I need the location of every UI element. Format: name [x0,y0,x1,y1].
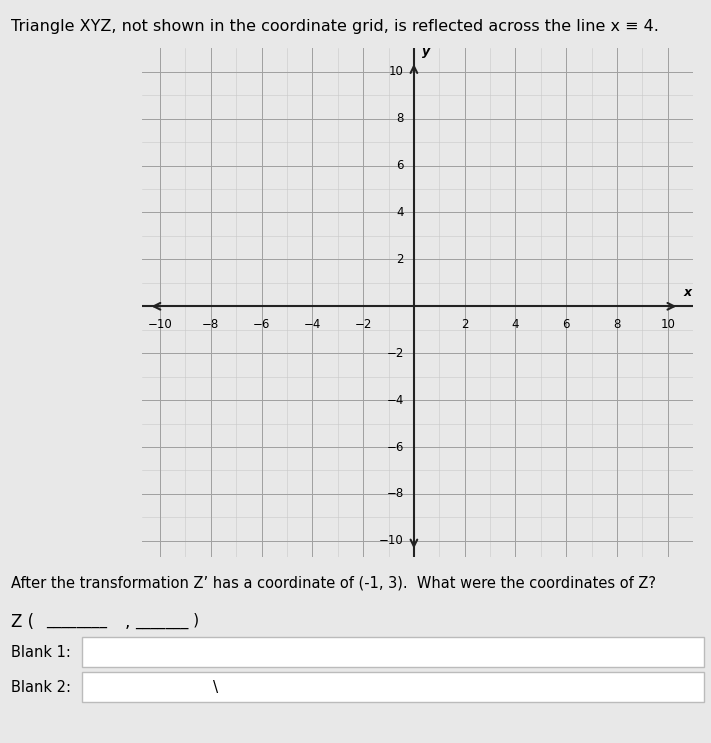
Text: −2: −2 [354,318,372,331]
Text: −8: −8 [387,487,404,501]
Text: _______ ): _______ ) [135,613,199,629]
Text: \: \ [213,680,218,695]
Text: 8: 8 [396,112,404,125]
Text: Blank 1:: Blank 1: [11,645,70,660]
Text: −10: −10 [148,318,172,331]
Text: x: x [683,286,691,299]
Text: ________: ________ [46,613,107,628]
Text: −10: −10 [379,534,404,548]
Text: 2: 2 [396,253,404,266]
Text: y: y [422,45,429,58]
Text: 4: 4 [512,318,519,331]
Text: Blank 2:: Blank 2: [11,680,70,695]
Text: 4: 4 [396,206,404,219]
FancyBboxPatch shape [82,672,704,702]
Text: −2: −2 [386,347,404,360]
FancyBboxPatch shape [82,637,704,667]
Text: 6: 6 [562,318,570,331]
Text: 10: 10 [389,65,404,78]
Text: −6: −6 [253,318,270,331]
Text: 10: 10 [661,318,675,331]
Text: −6: −6 [386,441,404,453]
Text: ,: , [124,613,130,631]
Text: 6: 6 [396,159,404,172]
Text: After the transformation Z’ has a coordinate of (-1, 3).  What were the coordina: After the transformation Z’ has a coordi… [11,576,656,591]
Text: Z (: Z ( [11,613,39,631]
Text: −4: −4 [304,318,321,331]
Text: 8: 8 [614,318,621,331]
Text: −4: −4 [386,394,404,406]
Text: 2: 2 [461,318,469,331]
Text: Triangle XYZ, not shown in the coordinate grid, is reflected across the line x ≡: Triangle XYZ, not shown in the coordinat… [11,19,658,33]
Text: −8: −8 [202,318,220,331]
